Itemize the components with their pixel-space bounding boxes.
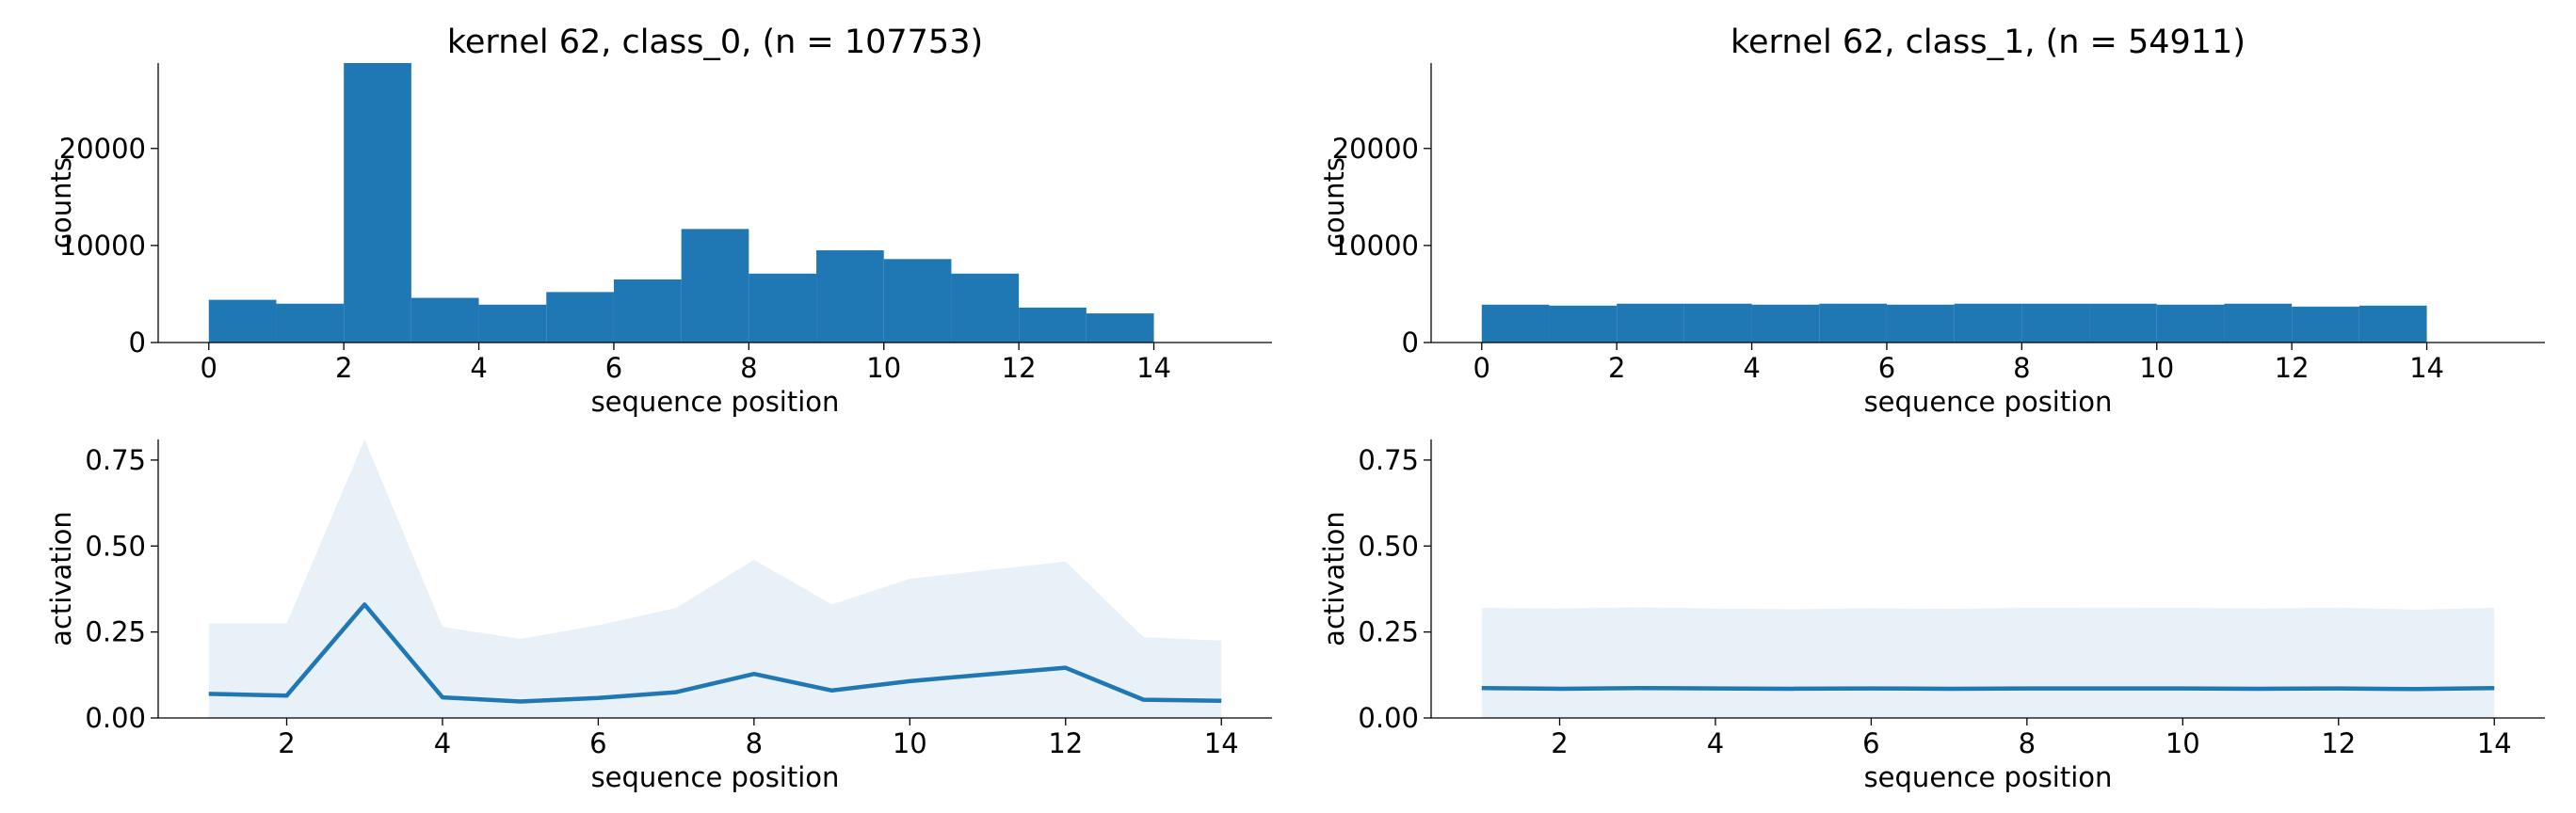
x-tick-label: 4 — [470, 352, 487, 384]
x-tick-label: 8 — [2013, 352, 2030, 384]
chart-title: kernel 62, class_1, (n = 54911) — [1731, 24, 2246, 61]
chart-title: kernel 62, class_0, (n = 107753) — [447, 24, 983, 61]
x-tick-label: 4 — [1707, 727, 1724, 759]
bar-bin-10 — [2156, 304, 2225, 343]
x-tick-label: 10 — [2165, 727, 2200, 759]
bar-bin-9 — [816, 250, 884, 343]
y-tick-label: 10000 — [1332, 230, 1419, 262]
x-axis-label: sequence position — [591, 761, 840, 793]
bar-bin-3 — [411, 297, 479, 343]
bar-bin-7 — [681, 229, 749, 343]
y-axis-label: counts — [45, 157, 77, 248]
x-tick-label: 2 — [335, 352, 352, 384]
x-tick-label: 14 — [2409, 352, 2444, 384]
bar-bin-8 — [749, 273, 817, 343]
x-tick-label: 10 — [2139, 352, 2174, 384]
x-tick-label: 14 — [2477, 727, 2512, 759]
x-tick-label: 2 — [278, 727, 295, 759]
bar-bin-3 — [1683, 303, 1752, 343]
bar-bin-8 — [2021, 303, 2090, 343]
bar-bin-13 — [1086, 313, 1154, 343]
y-tick-label: 0.25 — [85, 616, 146, 648]
bar-bin-1 — [276, 303, 345, 343]
bar-bin-7 — [1954, 303, 2022, 343]
x-tick-label: 8 — [740, 352, 757, 384]
bar-bin-2 — [1617, 303, 1684, 343]
bar-bin-6 — [1886, 304, 1955, 343]
activation-band — [208, 439, 1222, 718]
y-tick-label: 0.25 — [1358, 616, 1419, 648]
y-tick-label: 10000 — [59, 230, 146, 262]
x-tick-label: 14 — [1136, 352, 1171, 384]
x-tick-label: 8 — [746, 727, 763, 759]
y-tick-label: 20000 — [1332, 133, 1419, 165]
bar-bin-13 — [2359, 305, 2427, 343]
y-axis-label: counts — [1318, 157, 1350, 248]
series-line-0 — [1481, 685, 2495, 692]
x-tick-label: 6 — [1878, 352, 1895, 384]
x-axis-label: sequence position — [591, 386, 840, 418]
bar-bin-10 — [883, 259, 952, 343]
x-tick-label: 14 — [1204, 727, 1239, 759]
y-tick-label: 0 — [129, 327, 146, 359]
y-tick-label: 0.00 — [85, 702, 146, 734]
x-tick-label: 10 — [866, 352, 901, 384]
bar-bin-0 — [1481, 304, 1550, 343]
bar-bin-4 — [1751, 304, 1820, 343]
x-tick-label: 6 — [1862, 727, 1879, 759]
bar-bin-11 — [951, 273, 1020, 343]
bar-bin-6 — [613, 279, 682, 343]
x-tick-label: 12 — [2275, 352, 2310, 384]
x-tick-label: 8 — [2019, 727, 2036, 759]
bar-bin-4 — [478, 304, 547, 343]
x-tick-label: 10 — [893, 727, 927, 759]
y-tick-label: 0.75 — [85, 444, 146, 476]
x-tick-label: 0 — [1473, 352, 1490, 384]
y-tick-label: 0 — [1402, 327, 1419, 359]
bar-bin-5 — [546, 292, 614, 343]
bar-bin-12 — [1019, 307, 1087, 343]
x-tick-label: 0 — [201, 352, 217, 384]
x-tick-label: 6 — [605, 352, 622, 384]
x-axis-label: sequence position — [1864, 386, 2113, 418]
series-line-0 — [208, 602, 1222, 704]
bar-bin-5 — [1819, 303, 1887, 343]
bar-bin-0 — [208, 299, 277, 343]
x-tick-label: 4 — [1743, 352, 1760, 384]
x-tick-label: 6 — [589, 727, 606, 759]
y-tick-label: 0.00 — [1358, 702, 1419, 734]
bar-bin-1 — [1549, 305, 1618, 343]
bar-bin-2 — [344, 63, 411, 343]
y-tick-label: 20000 — [59, 133, 146, 165]
y-axis-label: activation — [45, 511, 77, 646]
x-axis-label: sequence position — [1864, 761, 2113, 793]
x-tick-label: 12 — [1002, 352, 1037, 384]
x-tick-label: 2 — [1551, 727, 1568, 759]
x-tick-label: 4 — [434, 727, 451, 759]
y-axis-label: activation — [1318, 511, 1350, 646]
y-tick-label: 0.75 — [1358, 444, 1419, 476]
x-tick-label: 12 — [1048, 727, 1083, 759]
y-tick-label: 0.50 — [1358, 530, 1419, 562]
bar-bin-11 — [2224, 303, 2293, 343]
activation-band — [1481, 607, 2495, 718]
x-tick-label: 12 — [2321, 727, 2356, 759]
y-tick-label: 0.50 — [85, 530, 146, 562]
bar-bin-12 — [2292, 306, 2359, 343]
bar-bin-9 — [2089, 303, 2157, 343]
x-tick-label: 2 — [1608, 352, 1625, 384]
